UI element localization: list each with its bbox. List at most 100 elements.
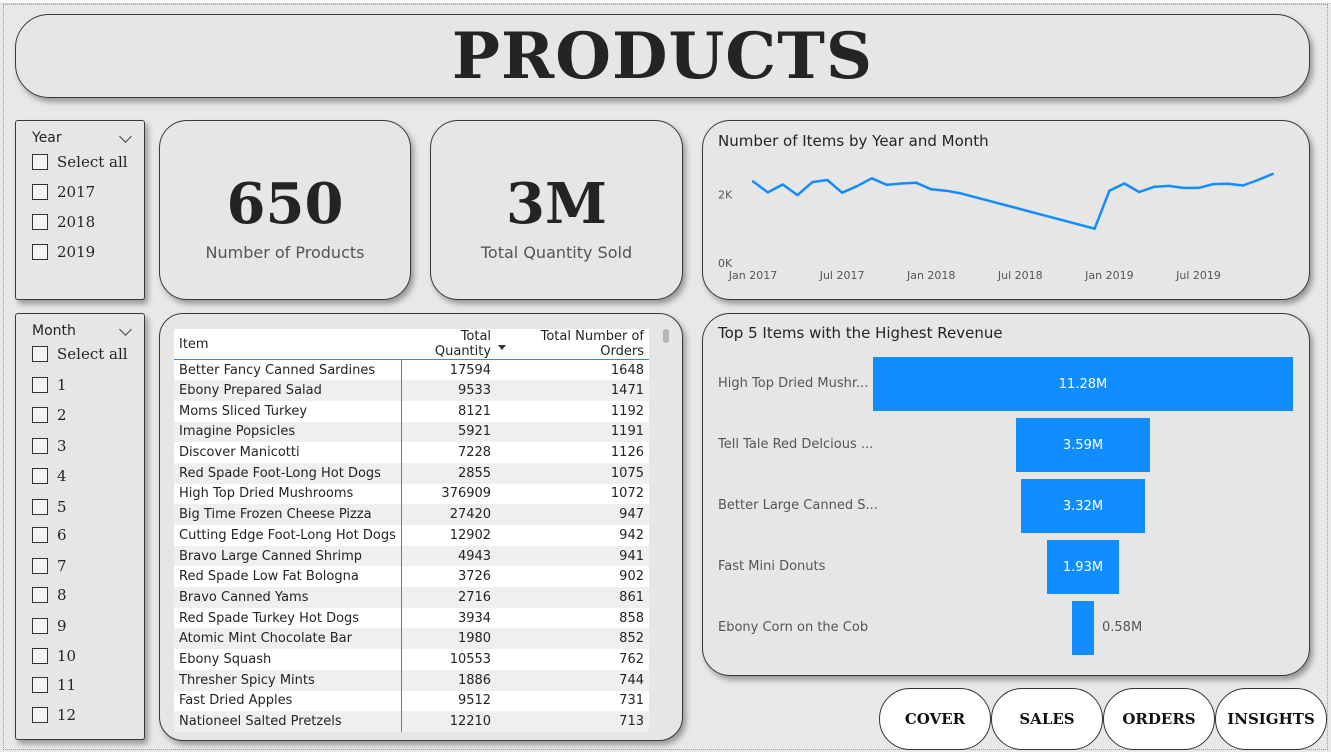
- data-point[interactable]: [751, 180, 755, 183]
- month-option-6[interactable]: 6: [32, 526, 67, 544]
- bar-chart-card[interactable]: Top 5 Items with the Highest Revenue Hig…: [702, 313, 1310, 676]
- table-row[interactable]: Fast Dried Apples 9512 731: [174, 690, 649, 712]
- revenue-bar[interactable]: 3.59M: [1016, 418, 1150, 472]
- checkbox[interactable]: [32, 407, 48, 423]
- data-point[interactable]: [1241, 184, 1245, 187]
- data-point[interactable]: [959, 192, 963, 195]
- table-row[interactable]: Ebony Squash 10553 762: [174, 649, 649, 670]
- checkbox[interactable]: [32, 377, 48, 393]
- table-row[interactable]: Ebony Prepared Salad 9533 1471: [174, 380, 649, 401]
- month-option-4[interactable]: 4: [32, 467, 67, 485]
- data-point[interactable]: [1182, 186, 1185, 190]
- checkbox[interactable]: [32, 587, 48, 603]
- data-point[interactable]: [870, 177, 873, 180]
- data-point[interactable]: [1197, 186, 1200, 190]
- table-row[interactable]: Thresher Spicy Mints 1886 744: [174, 669, 649, 691]
- month-option-select-all[interactable]: Select all: [32, 345, 128, 363]
- revenue-bar[interactable]: 3.32M: [1021, 479, 1145, 533]
- scrollbar-thumb[interactable]: [663, 329, 669, 343]
- data-point[interactable]: [1093, 227, 1096, 230]
- data-point[interactable]: [1227, 182, 1230, 185]
- data-point[interactable]: [1271, 172, 1274, 176]
- checkbox[interactable]: [32, 677, 48, 693]
- data-point[interactable]: [915, 181, 918, 184]
- year-option-2018[interactable]: 2018: [32, 213, 95, 231]
- checkbox[interactable]: [32, 154, 48, 170]
- data-point[interactable]: [766, 191, 770, 194]
- year-option-2019[interactable]: 2019: [32, 243, 95, 261]
- revenue-bar[interactable]: [1072, 601, 1094, 655]
- chevron-down-icon[interactable]: [119, 129, 132, 143]
- year-option-select-all[interactable]: Select all: [32, 153, 128, 171]
- checkbox[interactable]: [32, 438, 48, 454]
- month-option-10[interactable]: 10: [32, 647, 76, 665]
- month-option-12[interactable]: 12: [32, 706, 76, 724]
- year-slicer-header[interactable]: Year: [32, 128, 132, 148]
- data-point[interactable]: [885, 183, 888, 187]
- nav-insights-button[interactable]: INSIGHTS: [1215, 688, 1327, 750]
- table-row[interactable]: Nationeel Salted Pretzels 12210 713: [174, 711, 649, 732]
- checkbox[interactable]: [32, 648, 48, 664]
- data-point[interactable]: [1123, 182, 1126, 185]
- year-option-2017[interactable]: 2017: [32, 183, 95, 201]
- table-scrollbar[interactable]: [663, 329, 669, 729]
- data-point[interactable]: [855, 185, 859, 188]
- table-row[interactable]: Imagine Popsicles 5921 1191: [174, 421, 649, 443]
- series-line[interactable]: [752, 172, 1274, 230]
- data-point[interactable]: [1152, 185, 1156, 189]
- column-header-item[interactable]: Item: [174, 329, 402, 360]
- month-option-5[interactable]: 5: [32, 498, 67, 516]
- data-point[interactable]: [1167, 184, 1170, 188]
- data-point[interactable]: [826, 178, 829, 182]
- checkbox[interactable]: [32, 214, 48, 230]
- table-row[interactable]: High Top Dried Mushrooms 376909 1072: [174, 483, 649, 505]
- table-row[interactable]: Red Spade Foot-Long Hot Dogs 2855 1075: [174, 462, 649, 484]
- table-row[interactable]: Cutting Edge Foot-Long Hot Dogs 12902 942: [174, 525, 649, 546]
- table-row[interactable]: Moms Sliced Turkey 8121 1192: [174, 400, 649, 422]
- data-point[interactable]: [796, 193, 799, 197]
- data-point[interactable]: [944, 189, 948, 192]
- checkbox[interactable]: [32, 527, 48, 543]
- checkbox[interactable]: [32, 499, 48, 515]
- month-option-3[interactable]: 3: [32, 437, 67, 455]
- checkbox[interactable]: [32, 244, 48, 260]
- month-option-9[interactable]: 9: [32, 617, 67, 635]
- month-option-1[interactable]: 1: [32, 376, 67, 394]
- checkbox[interactable]: [32, 618, 48, 634]
- data-point[interactable]: [1137, 190, 1141, 194]
- data-point[interactable]: [1108, 189, 1111, 192]
- month-option-7[interactable]: 7: [32, 557, 67, 575]
- table-row[interactable]: Bravo Canned Yams 2716 861: [174, 587, 649, 608]
- table-row[interactable]: Atomic Mint Chocolate Bar 1980 852: [174, 628, 649, 650]
- table-row[interactable]: Red Spade Low Fat Bologna 3726 902: [174, 566, 649, 588]
- month-slicer-header[interactable]: Month: [32, 321, 132, 341]
- nav-sales-button[interactable]: SALES: [991, 688, 1103, 750]
- checkbox[interactable]: [32, 346, 48, 362]
- revenue-bar[interactable]: 1.93M: [1047, 540, 1119, 594]
- nav-orders-button[interactable]: ORDERS: [1103, 688, 1215, 750]
- data-point[interactable]: [1256, 178, 1260, 182]
- table-row[interactable]: Discover Manicotti 7228 1126: [174, 442, 649, 463]
- data-point[interactable]: [840, 191, 844, 194]
- line-chart-card[interactable]: Number of Items by Year and Month 0K 2K Ja…: [702, 120, 1310, 300]
- table-row[interactable]: Better Fancy Canned Sardines 17594 1648: [174, 359, 649, 381]
- revenue-bar[interactable]: 11.28M: [873, 357, 1293, 411]
- checkbox[interactable]: [32, 558, 48, 574]
- line-chart[interactable]: 0K 2K Jan 2017 Jul 2017 Jan 2018 Jul 2018 Jan …: [703, 121, 1311, 301]
- checkbox[interactable]: [32, 184, 48, 200]
- data-point[interactable]: [1212, 182, 1215, 186]
- nav-cover-button[interactable]: COVER: [879, 688, 991, 750]
- data-point[interactable]: [811, 180, 814, 184]
- month-option-2[interactable]: 2: [32, 406, 67, 424]
- table-row[interactable]: Bravo Large Canned Shrimp 4943 941: [174, 545, 649, 567]
- chevron-down-icon[interactable]: [119, 322, 132, 336]
- checkbox[interactable]: [32, 707, 48, 723]
- column-header-total-quantity[interactable]: Total Quantity: [401, 329, 497, 360]
- data-point[interactable]: [781, 183, 784, 186]
- month-option-8[interactable]: 8: [32, 586, 67, 604]
- checkbox[interactable]: [32, 468, 48, 484]
- data-point[interactable]: [900, 182, 903, 185]
- month-option-11[interactable]: 11: [32, 676, 76, 694]
- data-point[interactable]: [930, 188, 933, 191]
- table-row[interactable]: Big Time Frozen Cheese Pizza 27420 947: [174, 504, 649, 525]
